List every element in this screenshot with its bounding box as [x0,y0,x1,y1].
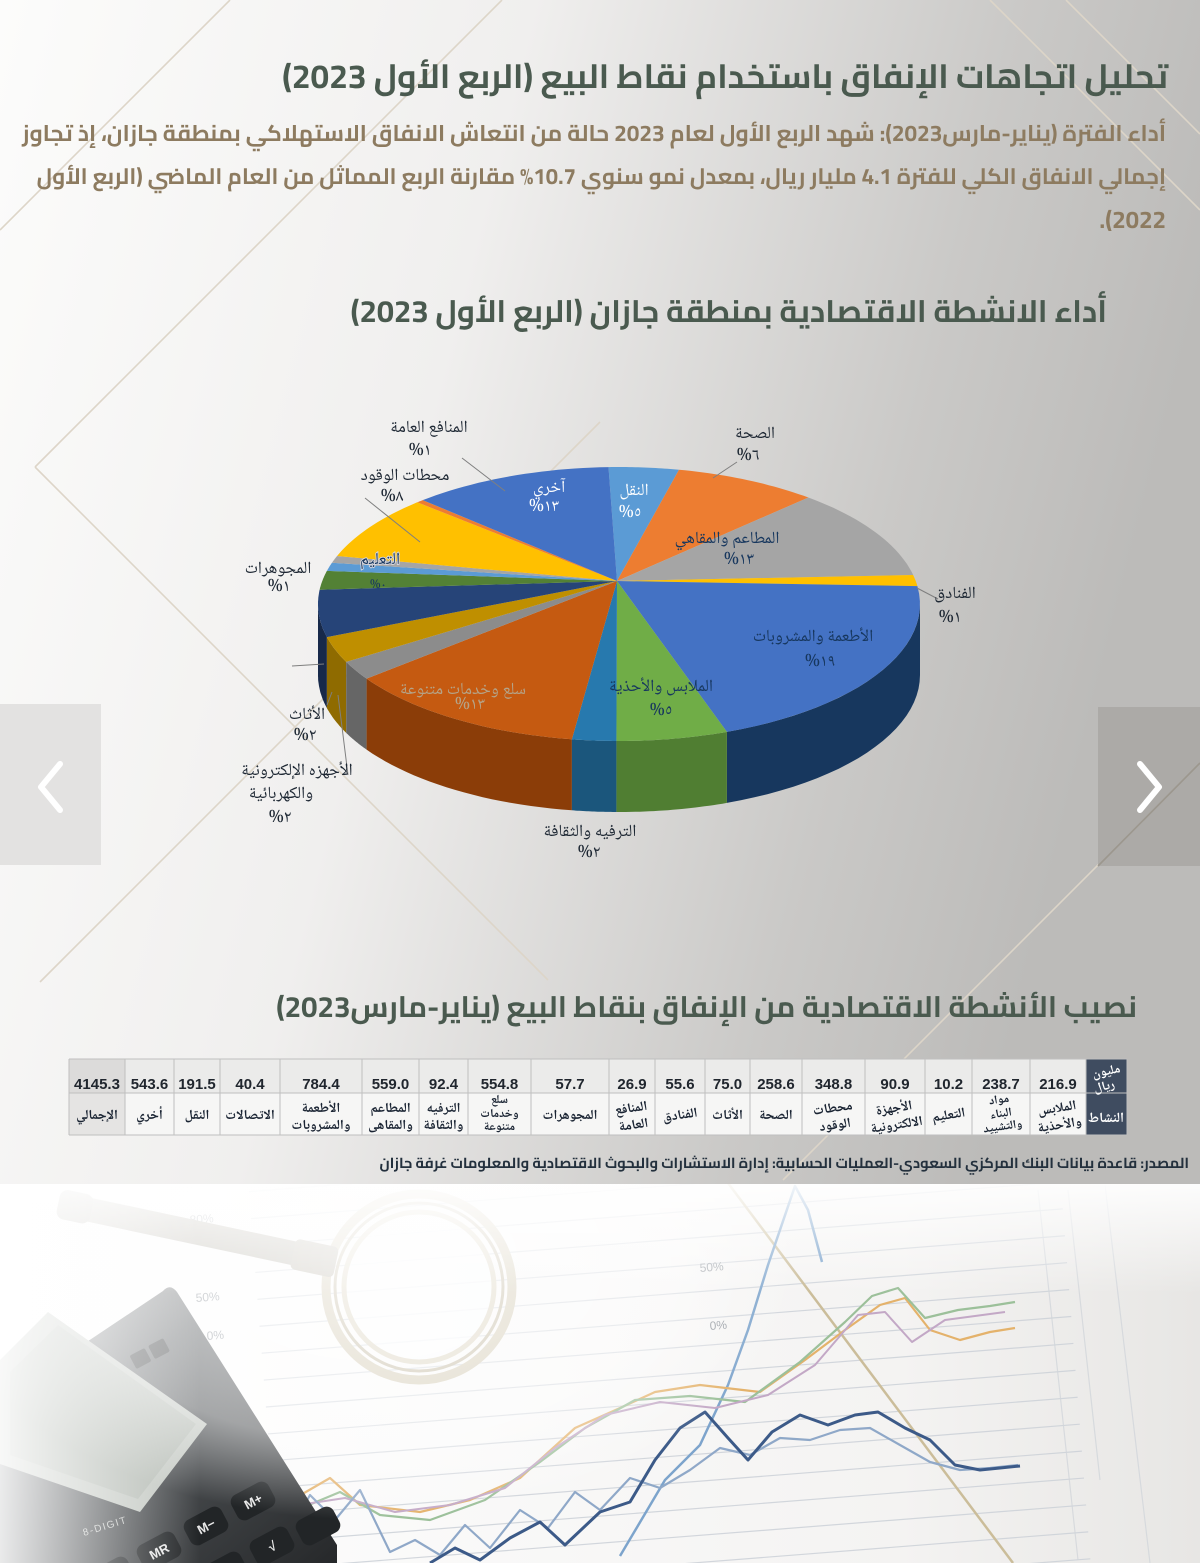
svg-text:348.8: 348.8 [815,1076,853,1093]
svg-text:784.4: 784.4 [302,1076,340,1093]
svg-text:4145.3: 4145.3 [74,1076,120,1093]
svg-text:75.0: 75.0 [713,1076,742,1093]
svg-text:238.7: 238.7 [982,1076,1020,1093]
svg-text:10.2: 10.2 [934,1076,963,1093]
svg-text:216.9: 216.9 [1039,1076,1077,1093]
svg-text:92.4: 92.4 [429,1076,459,1093]
svg-text:559.0: 559.0 [372,1076,410,1093]
svg-text:55.6: 55.6 [665,1076,694,1093]
svg-text:90.9: 90.9 [880,1076,909,1093]
svg-text:554.8: 554.8 [481,1076,519,1093]
svg-text:57.7: 57.7 [555,1076,584,1093]
svg-text:40.4: 40.4 [235,1076,265,1093]
svg-text:258.6: 258.6 [757,1076,795,1093]
svg-text:191.5: 191.5 [178,1076,216,1093]
svg-text:26.9: 26.9 [617,1076,646,1093]
svg-text:543.6: 543.6 [131,1076,169,1093]
